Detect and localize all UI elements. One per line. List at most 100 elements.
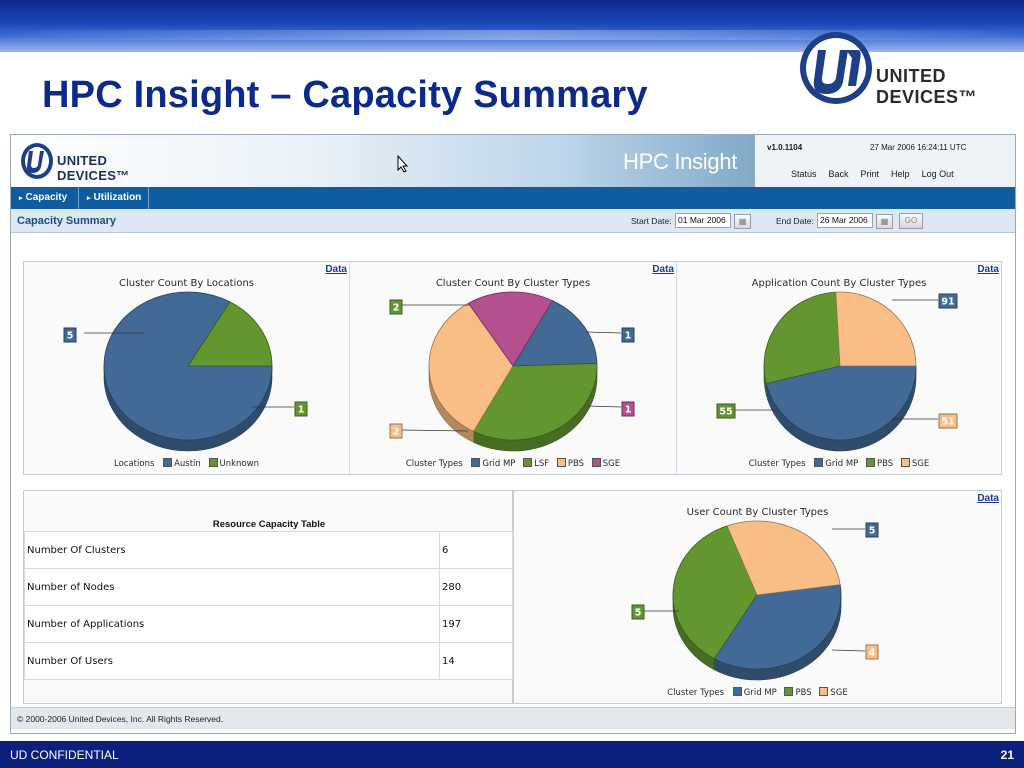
end-date-input[interactable]: 26 Mar 2006 bbox=[817, 213, 873, 228]
nav-help-link[interactable]: Help bbox=[891, 169, 910, 179]
row-label: Number Of Users bbox=[24, 642, 440, 680]
resource-capacity-panel: Resource Capacity Table Number Of Cluste… bbox=[23, 490, 513, 704]
page-title: Capacity Summary bbox=[17, 215, 117, 227]
info-panel: v1.0.1104 27 Mar 2006 16:24:11 UTC Statu… bbox=[754, 135, 1015, 187]
app-header: UNITED DEVICES™ HPC Insight v1.0.1104 27… bbox=[11, 135, 1015, 187]
pie-slice bbox=[472, 363, 598, 441]
legend-item: Grid MP bbox=[482, 459, 516, 469]
start-date-input[interactable]: 01 Mar 2006 bbox=[675, 213, 731, 228]
legend-item: PBS bbox=[567, 459, 585, 469]
value-label-box bbox=[865, 644, 879, 660]
legend-swatch bbox=[591, 458, 601, 467]
legend-item: LSF bbox=[534, 459, 550, 469]
legend-title: Cluster Types bbox=[667, 688, 725, 698]
legend-swatch bbox=[865, 458, 875, 467]
copyright-text: © 2000-2006 United Devices, Inc. All Rig… bbox=[17, 714, 224, 724]
data-link[interactable]: Data bbox=[977, 493, 999, 504]
value-label: 4 bbox=[869, 648, 876, 659]
row-value: 14 bbox=[439, 642, 513, 680]
value-label-box bbox=[621, 327, 635, 343]
pie-slice bbox=[467, 291, 554, 367]
value-label-box bbox=[621, 401, 635, 417]
legend-item: Unknown bbox=[219, 459, 259, 469]
chart-legend: Cluster Types Grid MP PBS SGE bbox=[514, 687, 1001, 698]
chart-legend: Locations Austin Unknown bbox=[24, 458, 349, 469]
nav-logout-link[interactable]: Log Out bbox=[921, 169, 954, 179]
value-label: 1 bbox=[625, 405, 632, 416]
pie-slice bbox=[428, 302, 514, 432]
top-nav: Status Back Print Help Log Out bbox=[791, 169, 954, 179]
leader-line bbox=[831, 649, 866, 652]
legend-swatch bbox=[732, 687, 742, 696]
nav-back-link[interactable]: Back bbox=[828, 169, 849, 179]
table-row: Number of Nodes 280 bbox=[24, 568, 513, 606]
start-date-label: Start Date: bbox=[631, 216, 672, 226]
legend-item: SGE bbox=[602, 459, 621, 469]
pie-chart-locations: 51 bbox=[63, 291, 308, 452]
chart-panel-user-count: Data User Count By Cluster Types 5 5 4 Clu… bbox=[513, 490, 1002, 704]
slide-title: HPC Insight – Capacity Summary bbox=[42, 74, 648, 116]
value-label: 5 bbox=[635, 608, 642, 619]
value-label: 51 bbox=[941, 417, 954, 428]
nav-status-link[interactable]: Status bbox=[791, 169, 817, 179]
pie-slice bbox=[763, 291, 841, 385]
pie-slice bbox=[835, 291, 917, 367]
slide-header-band bbox=[0, 0, 1024, 52]
value-label-box bbox=[389, 299, 403, 315]
chart-title: Cluster Count By Locations bbox=[118, 278, 254, 289]
legend-swatch bbox=[900, 458, 910, 467]
leader-line bbox=[585, 331, 622, 334]
legend-swatch bbox=[163, 458, 173, 467]
tab-label: Utilization bbox=[93, 192, 142, 203]
table-row: Number Of Users 14 bbox=[24, 642, 513, 680]
united-devices-logo: UNITED DEVICES™ bbox=[796, 26, 1006, 110]
calendar-icon[interactable]: ▦ bbox=[876, 214, 893, 229]
chevron-right-icon: ▸ bbox=[87, 195, 91, 202]
legend-item: SGE bbox=[911, 459, 930, 469]
data-link[interactable]: Data bbox=[652, 264, 674, 275]
tab-label: Capacity bbox=[25, 192, 68, 203]
leader-line bbox=[401, 429, 469, 432]
legend-swatch bbox=[471, 458, 481, 467]
nav-print-link[interactable]: Print bbox=[860, 169, 880, 179]
row-label: Number of Nodes bbox=[24, 568, 440, 606]
value-label: 1 bbox=[625, 331, 632, 342]
value-label-box bbox=[389, 423, 403, 439]
pie-chart-application-count: 91 55 51 bbox=[716, 291, 958, 452]
data-link[interactable]: Data bbox=[325, 264, 347, 275]
chart-legend: Cluster Types Grid MP PBS SGE bbox=[677, 458, 1001, 469]
legend-swatch bbox=[814, 458, 824, 467]
row-value: 6 bbox=[439, 531, 513, 569]
confidential-label: UD CONFIDENTIAL bbox=[10, 748, 119, 762]
pie-slice bbox=[713, 584, 842, 670]
version-label: v1.0.1104 bbox=[767, 143, 803, 152]
row-value: 280 bbox=[439, 568, 513, 606]
legend-item: SGE bbox=[830, 688, 848, 698]
product-name: HPC Insight bbox=[623, 149, 738, 174]
value-label: 2 bbox=[393, 427, 400, 438]
calendar-icon[interactable]: ▦ bbox=[734, 214, 751, 229]
legend-item: PBS bbox=[795, 688, 812, 698]
leader-line bbox=[587, 405, 622, 408]
tab-capacity[interactable]: ▸ Capacity bbox=[11, 187, 79, 209]
ud-logo-icon bbox=[21, 143, 53, 179]
table-row: Number of Applications 197 bbox=[24, 605, 513, 643]
pie-slice bbox=[512, 300, 598, 367]
legend-item: Grid MP bbox=[743, 688, 777, 698]
legend-item: Austin bbox=[174, 459, 201, 469]
go-button[interactable]: GO bbox=[899, 213, 923, 229]
ud-logo-icon bbox=[800, 32, 872, 104]
value-label: 91 bbox=[941, 297, 954, 308]
legend-swatch bbox=[784, 687, 794, 696]
pie-slice bbox=[765, 365, 917, 441]
tab-utilization[interactable]: ▸ Utilization bbox=[79, 187, 149, 209]
value-label-box bbox=[865, 522, 879, 538]
resource-capacity-table: Number Of Clusters 6 Number of Nodes 280 N… bbox=[24, 531, 513, 680]
legend-swatch bbox=[556, 458, 566, 467]
data-link[interactable]: Data bbox=[977, 264, 999, 275]
value-label-box bbox=[716, 403, 736, 419]
slide-footer: UD CONFIDENTIAL 21 bbox=[0, 741, 1024, 768]
table-row: Number Of Clusters 6 bbox=[24, 531, 513, 569]
row-label: Number Of Clusters bbox=[24, 531, 440, 569]
